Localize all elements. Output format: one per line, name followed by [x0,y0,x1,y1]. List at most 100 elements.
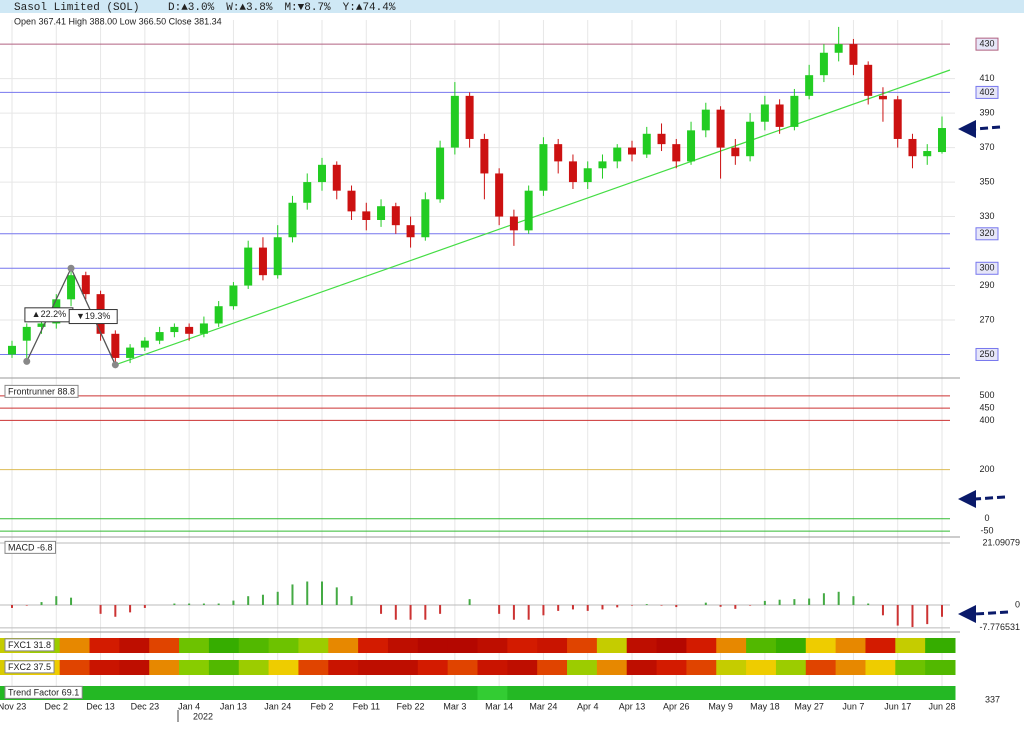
candle-body [849,44,858,65]
histogram-bar [616,605,619,608]
heat-cell [925,660,956,675]
ohlc-line: Open 367.41 High 388.00 Low 366.50 Close… [14,16,222,26]
candle-body [111,333,120,358]
candle-body [377,206,386,220]
heat-cell [208,638,240,653]
candle-body [701,109,710,131]
header-change: W:▲3.8% [226,2,273,14]
level-label: 402 [979,87,994,97]
header-change: Y:▲74.4% [343,2,396,14]
candle-body [332,164,341,191]
histogram-bar [542,605,545,616]
heat-cell [775,686,807,700]
candle-body [155,332,164,341]
candle-body [687,130,696,162]
candle-body [790,95,799,127]
histogram-bar [734,605,737,609]
heat-cell [417,660,449,675]
panel-title-box [4,638,55,652]
candle-body [805,75,814,96]
heat-cell [298,638,329,653]
heat-cell [775,638,807,653]
y-tick-label: 330 [979,211,994,221]
heat-cell [328,660,359,675]
histogram-bar [512,605,515,620]
heat-cell [596,686,628,700]
histogram-bar [335,587,338,606]
candle-body [746,121,755,157]
heat-cell [238,660,270,675]
x-tick-label: Mar 3 [443,701,466,711]
panel-title: Trend Factor 69.1 [8,687,79,697]
histogram-bar [749,605,752,606]
candle-body [214,306,223,324]
heat-cell [656,660,687,675]
x-tick-label: Jan 4 [178,701,200,711]
heat-cell [716,638,747,653]
heat-cell [328,638,359,653]
y-tick-label: 390 [979,107,994,117]
heat-cell [746,638,777,653]
histogram-bar [631,605,633,606]
heat-cell [238,686,270,700]
x-tick-label: Jan 13 [220,701,247,711]
histogram-bar [926,605,929,625]
panel-title: FXC2 37.5 [8,662,51,672]
y-tick-label: -7.776531 [979,622,1020,632]
candle-body [923,151,932,157]
heat-cell [298,660,329,675]
y-tick-label: 410 [979,73,994,83]
histogram-bar [527,605,530,620]
year-label: 2022 [193,711,213,721]
candle-body [258,247,267,276]
candle-body [819,52,828,76]
histogram-bar [763,600,766,606]
heat-cell [656,638,687,653]
candle-body [67,275,76,300]
heat-cell [925,638,956,653]
level-label-box [975,227,999,241]
candle-body [775,104,784,127]
histogram-bar [143,605,146,608]
heat-cell [835,686,866,700]
candle-body [554,144,563,162]
level-label-box [975,37,999,51]
x-tick-label: Apr 4 [577,701,599,711]
heat-cell [895,686,926,700]
candle-body [37,323,46,327]
y-tick-label: 0 [1015,599,1020,609]
heat-cell [746,660,777,675]
candle-body [436,147,445,200]
x-tick-label: Dec 23 [131,701,160,711]
candle-body [834,44,843,53]
histogram-bar [719,605,722,607]
heat-cell [775,660,807,675]
histogram-bar [173,603,176,606]
candle-body [716,109,725,148]
heat-cell [179,686,210,700]
candle-body [613,147,622,162]
candle-body [465,95,474,139]
x-tick-label: Nov 23 [0,701,26,711]
candle-body [199,323,208,334]
histogram-bar [232,600,235,606]
x-tick-label: Jun 28 [928,701,955,711]
heat-cell [925,686,956,700]
heat-cell [686,638,717,653]
heat-cell [626,638,658,653]
heat-cell [417,638,449,653]
heat-cell [895,660,926,675]
y-tick-label: 21.09079 [982,537,1020,547]
zigzag-pivot [23,357,31,365]
candle-body [908,138,917,157]
level-label-box [975,347,999,361]
level-label: 320 [979,228,994,238]
x-tick-label: Feb 11 [353,701,380,711]
heat-cell [358,686,389,700]
y-tick-label: 290 [979,280,994,290]
candle-body [362,211,371,220]
heat-cell [89,660,120,675]
heat-cell [507,660,538,675]
candle-body [318,164,326,183]
